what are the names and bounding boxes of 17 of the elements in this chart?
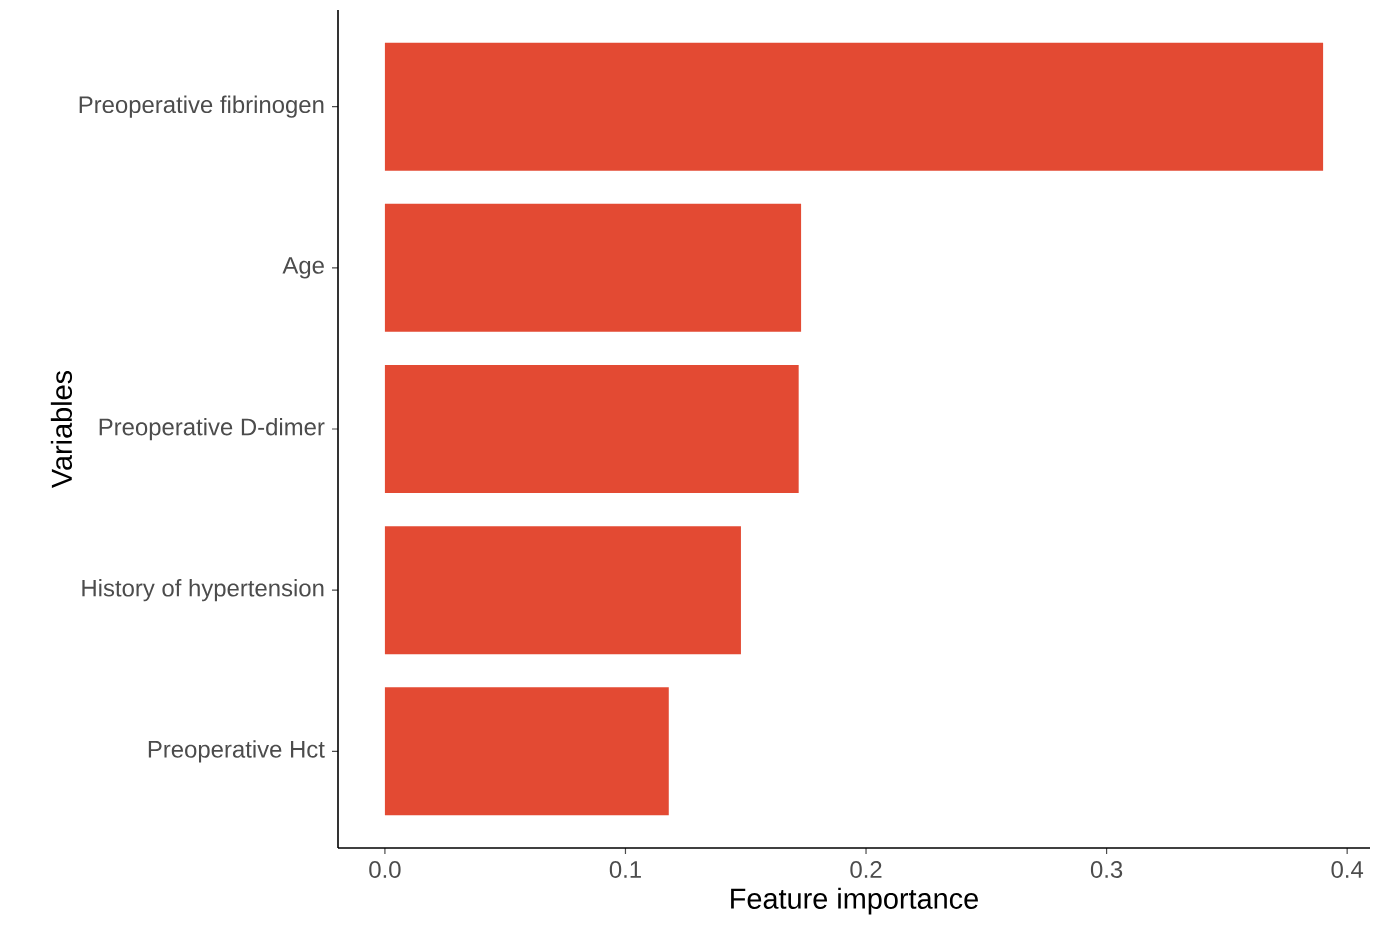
x-tick-label: 0.4 [1331,861,1364,878]
y-tick-label: Age [282,257,324,279]
y-axis-title: Variables [50,370,73,489]
bar [384,203,802,332]
x-tick-label: 0.3 [1090,861,1123,878]
y-tick-label: History of hypertension [82,579,324,602]
x-tick-label: 0.1 [609,861,641,878]
bar [384,687,669,816]
x-axis-title: Feature importance [731,887,978,915]
bar [384,526,741,655]
bar [384,42,1324,171]
bar [384,365,799,494]
y-tick-label: Preoperative Hct [148,740,325,763]
y-tick-label: Preoperative fibrinogen [79,95,324,118]
x-tick-label: 0.2 [850,861,882,878]
y-tick-label: Preoperative D-dimer [99,417,325,441]
x-tick-label: 0.0 [369,861,401,878]
